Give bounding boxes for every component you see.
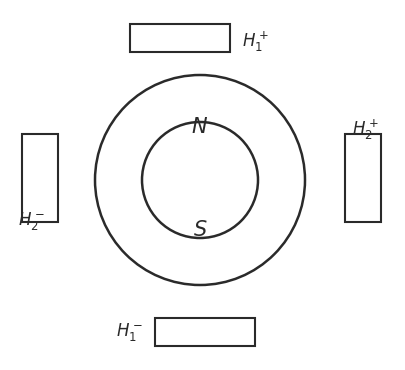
Text: $H_1^-$: $H_1^-$ bbox=[117, 321, 143, 343]
Text: $H_2^+$: $H_2^+$ bbox=[352, 118, 379, 142]
Bar bbox=[22, 134, 58, 222]
Bar bbox=[130, 24, 230, 52]
Text: $H_2^-$: $H_2^-$ bbox=[18, 210, 45, 232]
Bar bbox=[155, 318, 255, 346]
Bar bbox=[345, 134, 381, 222]
Text: $N$: $N$ bbox=[192, 117, 209, 137]
Text: $S$: $S$ bbox=[193, 220, 207, 240]
Text: $H_1^+$: $H_1^+$ bbox=[242, 30, 269, 54]
